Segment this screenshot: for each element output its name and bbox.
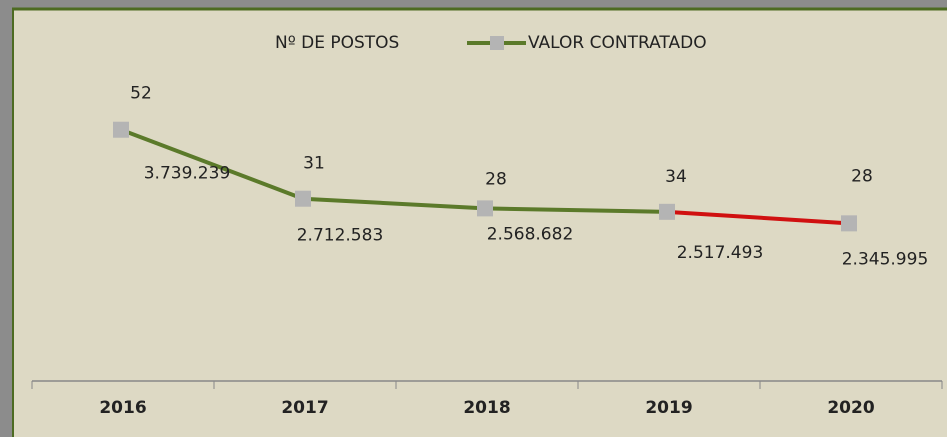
legend-label: Nº DE POSTOS bbox=[275, 33, 399, 53]
line-segment bbox=[302, 196, 486, 211]
x-tick-label: 2020 bbox=[827, 398, 874, 418]
data-label: 28 bbox=[851, 166, 873, 186]
line-segment bbox=[666, 209, 850, 226]
marker bbox=[477, 200, 493, 217]
legend-label: VALOR CONTRATADO bbox=[528, 33, 707, 53]
data-label: 31 bbox=[303, 154, 325, 174]
x-tick-label: 2016 bbox=[99, 398, 146, 418]
plot-background bbox=[12, 8, 947, 437]
data-label: 52 bbox=[130, 84, 152, 104]
data-label: 3.739.239 bbox=[144, 164, 231, 184]
data-label: 28 bbox=[485, 169, 507, 189]
data-label: 34 bbox=[665, 167, 687, 187]
marker bbox=[295, 190, 311, 207]
x-tick-label: 2019 bbox=[645, 398, 692, 418]
data-label: 2.517.493 bbox=[677, 243, 764, 263]
marker bbox=[659, 203, 675, 220]
x-tick-label: 2018 bbox=[463, 398, 510, 418]
line-segment bbox=[120, 127, 304, 201]
data-label: 2.345.995 bbox=[842, 249, 929, 269]
data-label: 2.568.682 bbox=[487, 224, 574, 244]
legend-marker bbox=[490, 36, 504, 50]
line-segment bbox=[484, 206, 668, 214]
marker bbox=[113, 121, 129, 138]
marker bbox=[841, 215, 857, 232]
data-label: 2.712.583 bbox=[297, 226, 384, 246]
x-tick-label: 2017 bbox=[281, 398, 328, 418]
